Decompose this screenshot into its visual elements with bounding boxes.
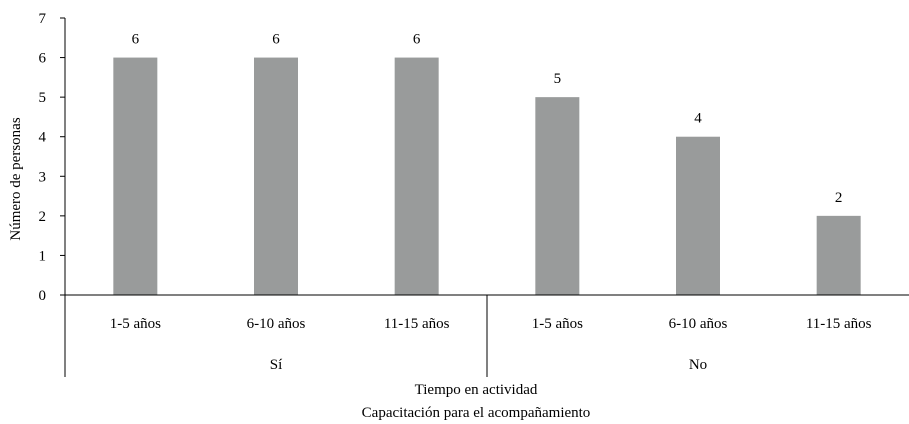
bar-data-label: 4 bbox=[694, 111, 702, 127]
x-category-label: 1-5 años bbox=[532, 316, 583, 332]
y-axis: 0 1 2 3 4 5 6 7 bbox=[39, 11, 66, 304]
bar-data-label: 6 bbox=[132, 32, 140, 48]
bar-data-label: 6 bbox=[413, 32, 421, 48]
y-tick-label: 6 bbox=[39, 51, 47, 67]
y-tick-label: 3 bbox=[39, 169, 47, 185]
x-group-label: Sí bbox=[270, 357, 283, 373]
x-axis: 1-5 años 6-10 años 11-15 años Sí 1-5 años 6-1… bbox=[64, 294, 909, 377]
bar bbox=[816, 215, 861, 295]
y-tick-label: 4 bbox=[39, 130, 47, 146]
y-tick-label: 5 bbox=[39, 90, 47, 106]
bars: 6 6 6 5 4 2 bbox=[113, 32, 861, 296]
bar-data-label: 2 bbox=[835, 190, 843, 206]
bar bbox=[676, 136, 720, 295]
x-category-label: 6-10 años bbox=[669, 316, 728, 332]
x-category-label: 11-15 años bbox=[806, 316, 872, 332]
x-axis-label-line-1: Tiempo en actividad bbox=[415, 382, 538, 398]
bar bbox=[254, 57, 298, 296]
bar bbox=[394, 57, 439, 296]
x-category-label: 1-5 años bbox=[110, 316, 161, 332]
y-tick-label: 7 bbox=[39, 11, 47, 27]
y-axis-label: Número de personas bbox=[8, 117, 24, 240]
y-tick-label: 1 bbox=[39, 248, 47, 264]
y-tick-label: 2 bbox=[39, 209, 47, 225]
x-category-label: 11-15 años bbox=[384, 316, 450, 332]
x-category-label: 6-10 años bbox=[247, 316, 306, 332]
x-axis-label-line-2: Capacitación para el acompañamiento bbox=[362, 405, 591, 421]
y-tick-label: 0 bbox=[39, 288, 47, 304]
bar-data-label: 5 bbox=[554, 71, 562, 87]
bar bbox=[113, 57, 158, 296]
x-group-label: No bbox=[689, 357, 707, 373]
bar bbox=[535, 97, 580, 296]
bar-data-label: 6 bbox=[272, 32, 280, 48]
